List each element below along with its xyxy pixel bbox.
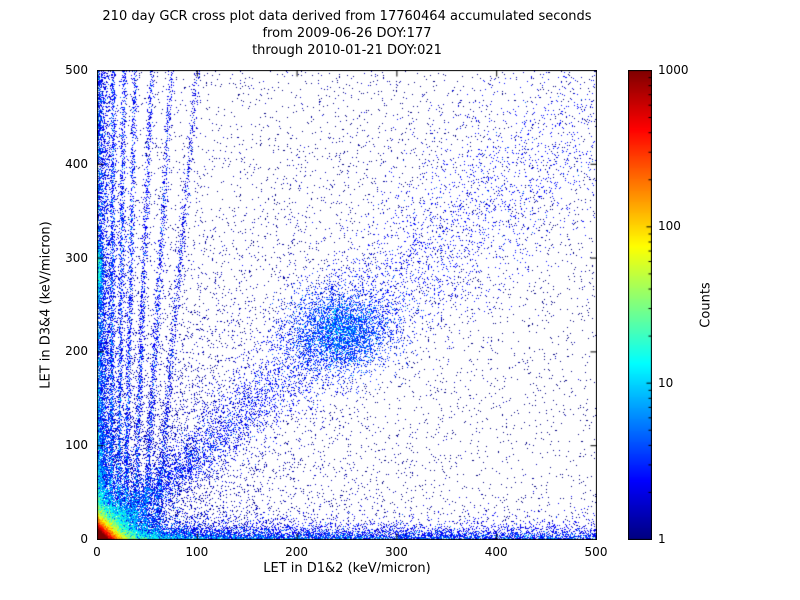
x-tick-label: 100 (185, 545, 209, 559)
scatter-plot-canvas (97, 70, 597, 540)
colorbar-tick-label: 10 (658, 375, 674, 390)
x-tick-label: 500 (584, 545, 608, 559)
x-tick-label: 400 (484, 545, 508, 559)
plot-title-line-1: 210 day GCR cross plot data derived from… (102, 9, 592, 24)
y-tick-label: 300 (65, 250, 88, 265)
x-axis-label: LET in D1&2 (keV/micron) (263, 561, 431, 576)
y-tick-label: 400 (65, 156, 88, 171)
x-tick-label: 300 (384, 545, 408, 559)
y-tick-label: 100 (65, 438, 88, 453)
colorbar-tick-label: 1000 (658, 63, 689, 77)
y-tick-label: 500 (65, 63, 88, 77)
colorbar-canvas (628, 70, 652, 540)
y-tick-label: 200 (65, 344, 88, 359)
x-tick-label: 0 (93, 545, 101, 559)
colorbar-tick-label: 100 (658, 219, 681, 234)
y-axis-label: LET in D3&4 (keV/micron) (38, 221, 54, 389)
plot-title-line-2: from 2009-06-26 DOY:177 (262, 26, 432, 41)
colorbar-label: Counts (698, 282, 714, 328)
plot-title-line-3: through 2010-01-21 DOY:021 (252, 43, 442, 58)
y-tick-label: 0 (80, 532, 88, 546)
x-tick-label: 200 (285, 545, 309, 559)
colorbar-tick-label: 1 (658, 532, 666, 546)
